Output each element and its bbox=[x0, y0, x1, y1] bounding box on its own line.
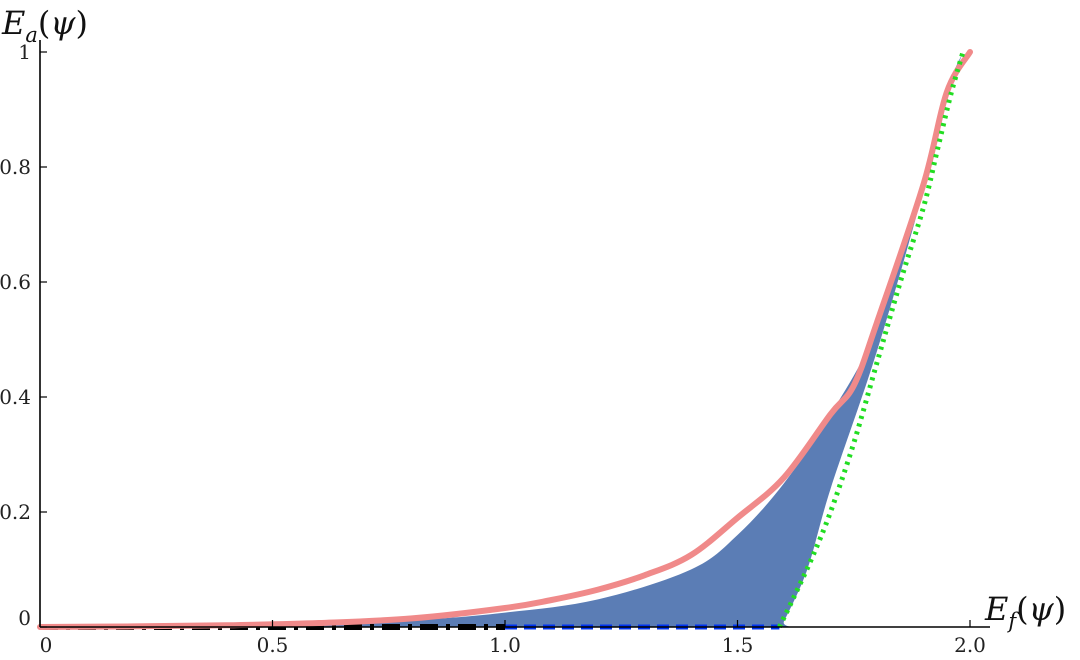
y-tick-label: 0.8 bbox=[0, 155, 31, 179]
y-tick-label: 1 bbox=[18, 40, 31, 64]
y-tick-label: 0.4 bbox=[0, 385, 31, 409]
series-line-dotted bbox=[777, 51, 966, 629]
x-tick-label: 0.5 bbox=[257, 633, 289, 657]
x-tick-label: 1.0 bbox=[489, 633, 521, 657]
y-tick-label: 0 bbox=[18, 606, 31, 630]
x-tick-label: 0 bbox=[40, 633, 53, 657]
y-tick-label: 0.2 bbox=[0, 500, 31, 524]
x-axis-label: Ef(ψ) bbox=[984, 590, 1066, 633]
y-axis-label: Ea(ψ) bbox=[1, 4, 88, 47]
y-tick-label: 0.6 bbox=[0, 270, 31, 294]
series-line-solid-thick bbox=[37, 49, 973, 630]
x-tick-label: 2.0 bbox=[954, 633, 986, 657]
shaded-region bbox=[40, 52, 963, 628]
x-tick-label: 1.5 bbox=[722, 633, 754, 657]
